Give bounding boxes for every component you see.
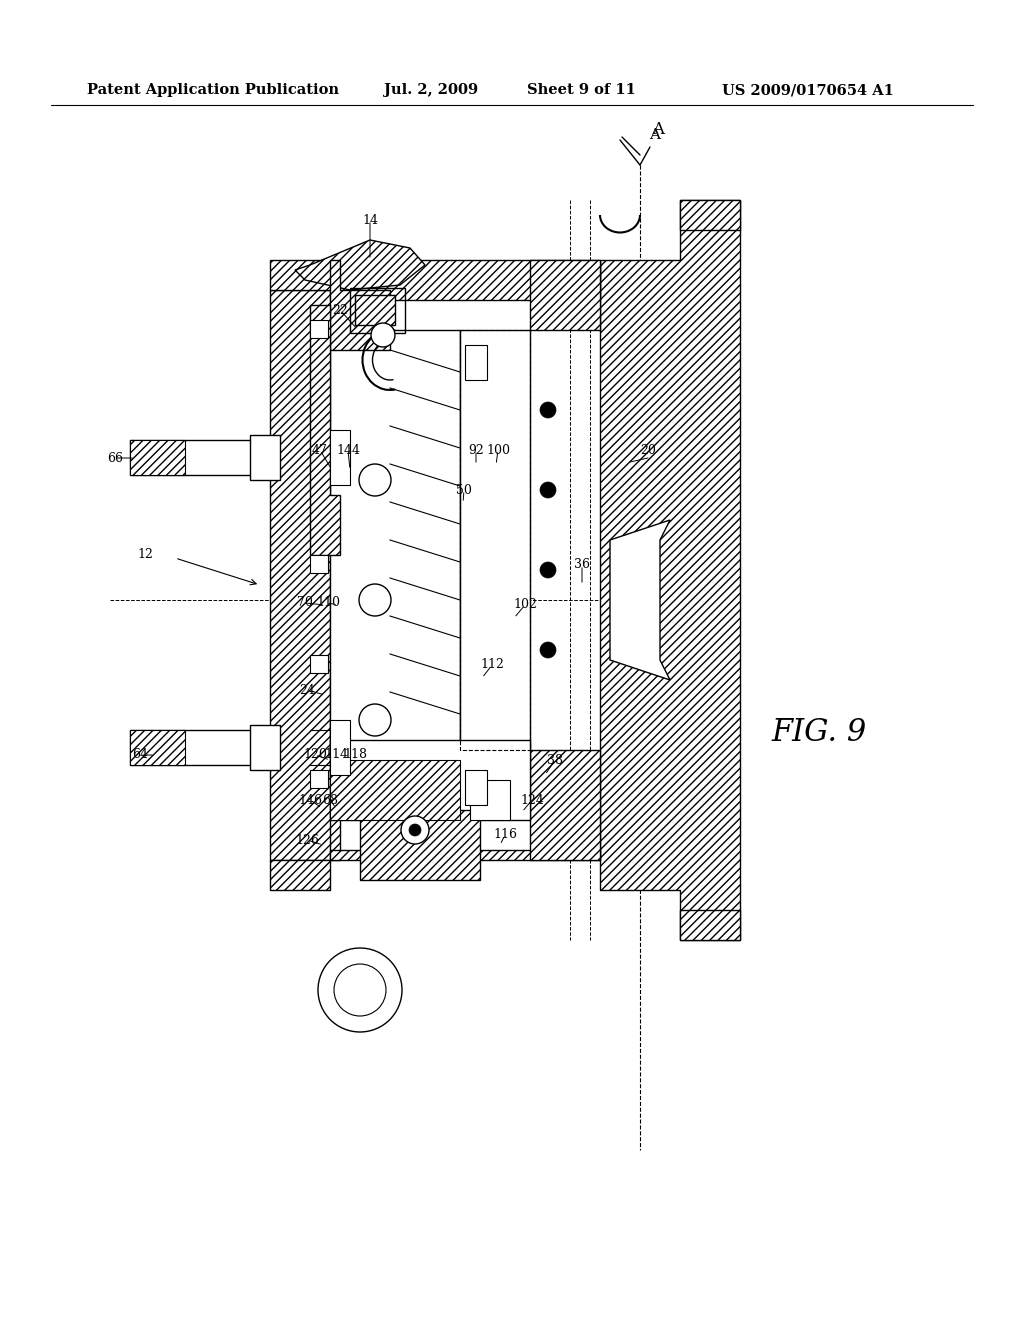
- Text: 118: 118: [343, 748, 367, 762]
- Bar: [355, 294, 395, 325]
- Circle shape: [334, 964, 386, 1016]
- Text: Jul. 2, 2009: Jul. 2, 2009: [384, 83, 478, 96]
- Text: 146: 146: [298, 793, 322, 807]
- Bar: [310, 319, 328, 338]
- Bar: [250, 436, 280, 480]
- Text: 112: 112: [480, 659, 504, 672]
- Text: Patent Application Publication: Patent Application Publication: [87, 83, 339, 96]
- Circle shape: [540, 642, 556, 657]
- Bar: [310, 770, 328, 788]
- Polygon shape: [310, 305, 340, 554]
- Bar: [330, 741, 530, 820]
- Bar: [330, 330, 460, 750]
- Text: 22: 22: [332, 304, 348, 317]
- Text: A: A: [649, 128, 660, 143]
- Bar: [360, 810, 480, 880]
- Polygon shape: [270, 290, 340, 861]
- Text: 50: 50: [456, 483, 472, 496]
- Polygon shape: [295, 240, 425, 290]
- Bar: [460, 330, 530, 750]
- Bar: [330, 430, 350, 484]
- Text: 126: 126: [295, 833, 318, 846]
- Polygon shape: [530, 260, 600, 330]
- Polygon shape: [130, 730, 185, 766]
- Polygon shape: [610, 520, 670, 680]
- Text: 12: 12: [137, 549, 153, 561]
- Text: 124: 124: [520, 793, 544, 807]
- Text: 36: 36: [574, 558, 590, 572]
- Circle shape: [401, 816, 429, 843]
- Text: A: A: [652, 121, 664, 139]
- Polygon shape: [530, 750, 600, 861]
- Text: 144: 144: [336, 444, 360, 457]
- Text: 102: 102: [513, 598, 537, 611]
- Text: 68: 68: [322, 793, 338, 807]
- Text: US 2009/0170654 A1: US 2009/0170654 A1: [722, 83, 894, 96]
- Bar: [465, 770, 487, 805]
- Bar: [310, 554, 328, 573]
- Text: 14: 14: [362, 214, 378, 227]
- Bar: [350, 288, 406, 333]
- Text: Sheet 9 of 11: Sheet 9 of 11: [527, 83, 636, 96]
- Circle shape: [371, 323, 395, 347]
- Text: 110: 110: [316, 597, 340, 610]
- Text: 24: 24: [299, 684, 315, 697]
- Polygon shape: [130, 440, 185, 475]
- Text: FIG. 9: FIG. 9: [771, 717, 867, 748]
- Text: 64: 64: [132, 748, 148, 762]
- Circle shape: [409, 824, 421, 836]
- Text: 120: 120: [303, 748, 327, 762]
- Text: 70: 70: [297, 597, 313, 610]
- Polygon shape: [270, 850, 600, 890]
- Text: 20: 20: [640, 444, 656, 457]
- Polygon shape: [270, 260, 600, 300]
- Bar: [130, 440, 270, 475]
- Text: 38: 38: [547, 754, 563, 767]
- Circle shape: [359, 704, 391, 737]
- Bar: [130, 730, 270, 766]
- Bar: [250, 725, 280, 770]
- Circle shape: [359, 465, 391, 496]
- Text: 116: 116: [493, 829, 517, 842]
- Polygon shape: [600, 201, 740, 940]
- Circle shape: [318, 948, 402, 1032]
- Bar: [330, 760, 460, 820]
- Polygon shape: [330, 260, 390, 350]
- Bar: [470, 780, 510, 820]
- Circle shape: [540, 482, 556, 498]
- Bar: [465, 345, 487, 380]
- Circle shape: [540, 403, 556, 418]
- Bar: [460, 330, 530, 750]
- Polygon shape: [680, 201, 740, 230]
- Polygon shape: [680, 909, 740, 940]
- Circle shape: [359, 583, 391, 616]
- Text: 47: 47: [312, 444, 328, 457]
- Text: 92: 92: [468, 444, 484, 457]
- Bar: [330, 719, 350, 775]
- Text: 66: 66: [106, 451, 123, 465]
- Text: 114: 114: [324, 748, 348, 762]
- Text: 100: 100: [486, 444, 510, 457]
- Circle shape: [540, 562, 556, 578]
- Bar: [310, 655, 328, 673]
